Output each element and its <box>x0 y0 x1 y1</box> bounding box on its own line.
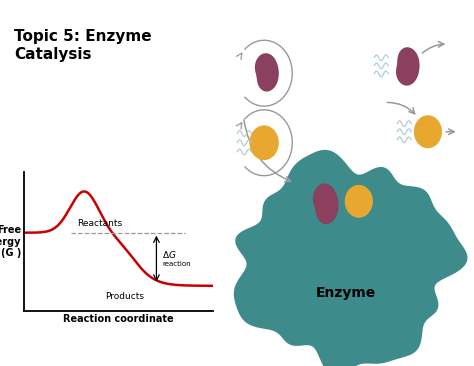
Polygon shape <box>234 150 467 366</box>
Text: $\Delta G$: $\Delta G$ <box>162 249 177 260</box>
Text: Topic 5: Enzyme
Catalysis: Topic 5: Enzyme Catalysis <box>14 29 152 62</box>
X-axis label: Reaction coordinate: Reaction coordinate <box>63 314 174 324</box>
Y-axis label: Free
energy
(G ): Free energy (G ) <box>0 225 21 258</box>
Polygon shape <box>396 47 419 86</box>
Ellipse shape <box>414 115 442 148</box>
Ellipse shape <box>249 125 279 160</box>
Text: reaction: reaction <box>162 261 191 267</box>
Text: Products: Products <box>105 292 144 301</box>
Text: Reactants: Reactants <box>77 219 122 228</box>
Polygon shape <box>313 183 338 224</box>
Text: Enzyme: Enzyme <box>316 286 376 300</box>
Ellipse shape <box>345 185 373 218</box>
Polygon shape <box>255 53 279 92</box>
